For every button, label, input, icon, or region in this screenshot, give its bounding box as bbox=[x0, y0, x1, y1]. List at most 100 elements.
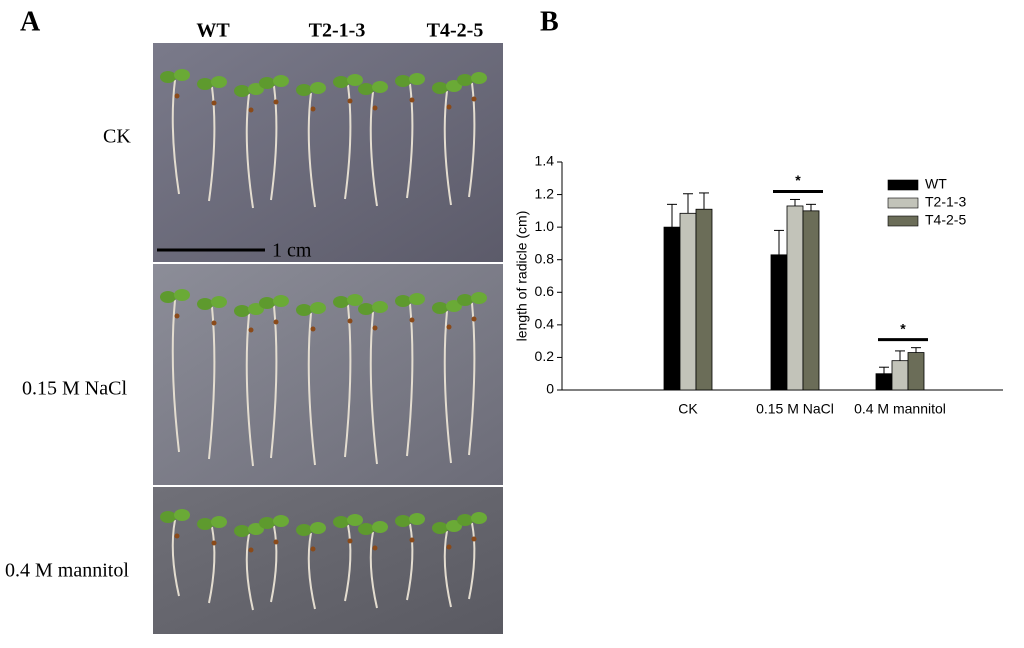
seed-coat bbox=[273, 99, 279, 105]
legend-swatch bbox=[887, 215, 919, 227]
cotyledon bbox=[197, 518, 213, 530]
root bbox=[369, 531, 378, 609]
cotyledon bbox=[432, 522, 448, 534]
cotyledon bbox=[248, 83, 264, 95]
cotyledon bbox=[259, 77, 275, 89]
bar bbox=[891, 360, 909, 391]
cotyledon bbox=[211, 516, 227, 528]
seed-coat bbox=[347, 318, 353, 324]
cotyledon bbox=[471, 72, 487, 84]
bar bbox=[802, 210, 820, 391]
cotyledon bbox=[409, 513, 425, 525]
seed-coat bbox=[372, 325, 378, 331]
panel-label: B bbox=[540, 6, 559, 37]
cotyledon bbox=[457, 514, 473, 526]
cotyledon bbox=[160, 511, 176, 523]
y-tick-label: 1.4 bbox=[535, 153, 555, 169]
root bbox=[307, 532, 316, 610]
root bbox=[171, 79, 180, 195]
root bbox=[369, 311, 378, 465]
y-tick-label: 1.0 bbox=[535, 218, 555, 234]
photo-mannitol bbox=[153, 487, 503, 634]
seed-coat bbox=[248, 107, 254, 113]
seed-coat bbox=[211, 540, 217, 546]
cotyledon bbox=[248, 523, 264, 535]
cotyledon bbox=[248, 303, 264, 315]
bar bbox=[907, 352, 925, 391]
cotyledon bbox=[358, 303, 374, 315]
seed-coat bbox=[273, 539, 279, 545]
seed-coat bbox=[211, 100, 217, 106]
bar-chart: length of radicle (cm) 0 0.2 0.4 0.6 0.8 1.0 1… bbox=[514, 153, 1003, 417]
cotyledon bbox=[310, 302, 326, 314]
seed-coat bbox=[211, 320, 217, 326]
root bbox=[369, 91, 378, 207]
y-tick-label: 0.4 bbox=[535, 316, 555, 332]
seed-coat bbox=[310, 106, 316, 112]
bar bbox=[770, 254, 788, 391]
cotyledon bbox=[234, 85, 250, 97]
bar bbox=[875, 373, 893, 391]
cotyledon bbox=[160, 291, 176, 303]
y-tick-label: 0.6 bbox=[535, 283, 555, 299]
significance-star: * bbox=[900, 320, 906, 336]
root bbox=[270, 525, 278, 603]
seed-coat bbox=[248, 547, 254, 553]
cotyledon bbox=[471, 292, 487, 304]
cotyledon bbox=[395, 295, 411, 307]
bar bbox=[786, 205, 804, 391]
root bbox=[245, 93, 254, 209]
error-bar bbox=[806, 203, 816, 211]
legend-label: WT bbox=[925, 176, 947, 192]
root bbox=[344, 524, 352, 602]
cotyledon bbox=[310, 82, 326, 94]
y-tick-label: 0.8 bbox=[535, 250, 555, 266]
seed-coat bbox=[471, 316, 477, 322]
cotyledon bbox=[333, 516, 349, 528]
row-label: CK bbox=[103, 126, 131, 148]
legend-label: T4-2-5 bbox=[925, 212, 966, 228]
error-bar bbox=[790, 198, 800, 206]
root bbox=[208, 86, 216, 202]
seed-coat bbox=[174, 313, 180, 319]
root bbox=[245, 313, 254, 467]
seed-coat bbox=[409, 537, 415, 543]
root bbox=[406, 83, 414, 199]
bar bbox=[695, 208, 713, 391]
cotyledon bbox=[347, 514, 363, 526]
cotyledon bbox=[174, 289, 190, 301]
cotyledon bbox=[372, 301, 388, 313]
seed-coat bbox=[310, 546, 316, 552]
cotyledon bbox=[211, 76, 227, 88]
cotyledon bbox=[234, 305, 250, 317]
seed-coat bbox=[347, 98, 353, 104]
cotyledon bbox=[259, 297, 275, 309]
root bbox=[468, 82, 476, 198]
error-bar bbox=[774, 229, 784, 255]
cotyledon bbox=[372, 521, 388, 533]
cotyledon bbox=[234, 525, 250, 537]
x-tick-label: 0.4 M mannitol bbox=[854, 401, 946, 417]
error-bar bbox=[911, 347, 921, 353]
seed-coat bbox=[471, 536, 477, 542]
seed-coat bbox=[310, 326, 316, 332]
cotyledon bbox=[273, 515, 289, 527]
cotyledon bbox=[296, 84, 312, 96]
cotyledon bbox=[160, 71, 176, 83]
significance-star: * bbox=[795, 172, 801, 188]
cotyledon bbox=[174, 509, 190, 521]
cotyledon bbox=[409, 293, 425, 305]
y-tick-label: 0 bbox=[546, 381, 554, 397]
root bbox=[468, 522, 476, 600]
legend-swatch bbox=[887, 197, 919, 209]
cotyledon bbox=[432, 302, 448, 314]
cotyledon bbox=[446, 300, 462, 312]
cotyledon bbox=[211, 296, 227, 308]
cotyledon bbox=[395, 75, 411, 87]
error-bar bbox=[683, 193, 693, 214]
root bbox=[171, 299, 180, 453]
x-tick-label: CK bbox=[678, 401, 698, 417]
cotyledon bbox=[432, 82, 448, 94]
seed-coat bbox=[248, 327, 254, 333]
